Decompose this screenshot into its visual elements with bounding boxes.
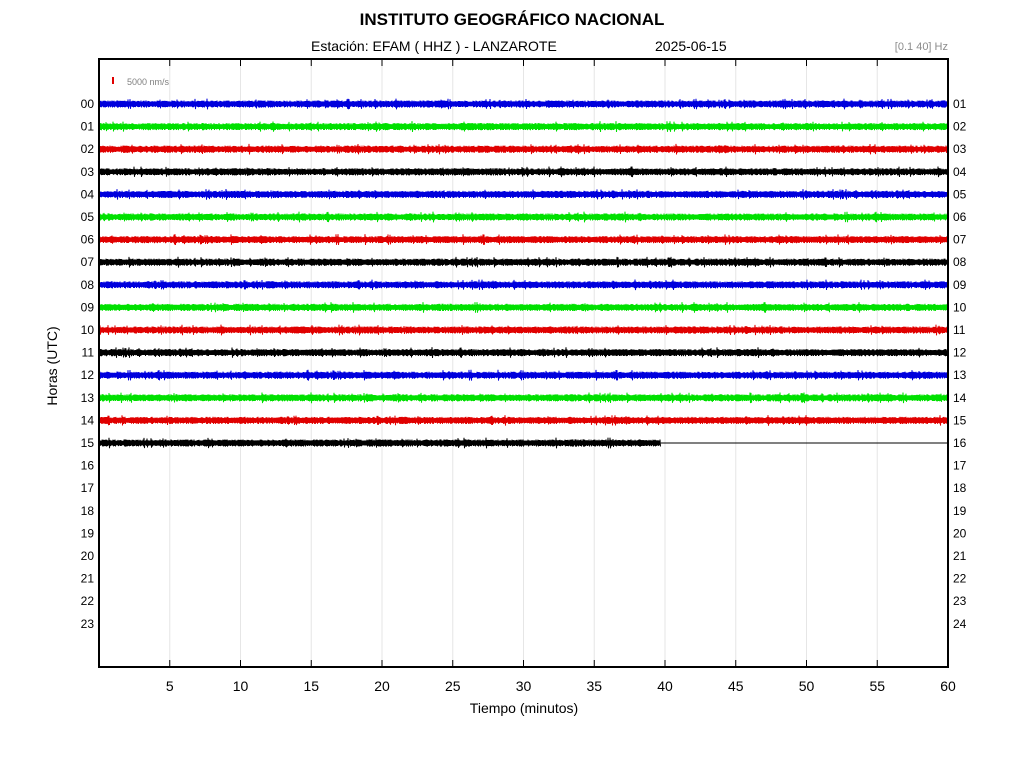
y-tick-label-right: 14 [953,391,967,405]
x-tick-label: 5 [166,678,174,694]
trace-hour-10 [98,324,949,336]
x-tick-label: 15 [303,678,319,694]
scale-label: 5000 nm/s [127,77,170,87]
trace-hour-03 [98,166,949,178]
y-tick-label-right: 01 [953,97,967,111]
y-tick-label-left: 09 [81,300,95,314]
y-tick-label-right: 12 [953,346,967,360]
y-tick-label-left: 19 [81,526,95,540]
trace-hour-05 [98,211,949,223]
y-tick-label-left: 10 [81,323,95,337]
trace-hour-08 [98,279,949,291]
x-tick-label: 20 [374,678,390,694]
y-tick-label-left: 17 [81,481,95,495]
y-tick-label-right: 08 [953,255,967,269]
x-tick-label: 50 [799,678,815,694]
trace-hour-04 [98,188,949,200]
station-label: Estación: EFAM ( HHZ ) - LANZAROTE [311,38,557,54]
chart-title: INSTITUTO GEOGRÁFICO NACIONAL [359,10,665,29]
y-tick-label-left: 22 [81,594,95,608]
y-tick-label-left: 06 [81,233,95,247]
y-tick-label-left: 05 [81,210,95,224]
y-tick-label-left: 01 [81,120,95,134]
y-tick-label-left: 21 [81,572,95,586]
scale-bar [112,77,114,84]
y-tick-label-left: 11 [82,346,95,360]
y-tick-label-left: 20 [81,549,95,563]
x-tick-label: 25 [445,678,461,694]
date-label: 2025-06-15 [655,38,727,54]
trace-hour-12 [98,369,949,381]
trace-hour-01 [98,121,949,133]
y-tick-label-right: 06 [953,210,967,224]
trace-hour-09 [98,302,949,313]
trace-hour-15 [98,437,661,449]
y-axis-label: Horas (UTC) [44,326,60,406]
y-tick-label-right: 15 [953,413,967,427]
y-tick-label-left: 14 [81,413,95,427]
y-tick-label-right: 02 [953,120,967,134]
y-tick-label-left: 08 [81,278,95,292]
y-tick-label-left: 16 [81,459,95,473]
x-axis-label: Tiempo (minutos) [469,700,579,716]
x-tick-label: 45 [728,678,744,694]
y-tick-label-left: 04 [81,187,95,201]
y-tick-label-right: 17 [953,459,967,473]
trace-hour-06 [98,234,949,246]
y-tick-label-left: 02 [81,142,95,156]
x-tick-label: 40 [657,678,673,694]
y-tick-label-right: 23 [953,594,967,608]
y-tick-label-left: 07 [81,255,95,269]
y-tick-label-left: 18 [81,504,95,518]
y-tick-label-left: 15 [81,436,95,450]
y-tick-label-right: 21 [953,549,967,563]
x-tick-label: 10 [233,678,249,694]
y-tick-label-right: 11 [953,323,966,337]
y-tick-label-right: 10 [953,300,967,314]
y-tick-label-left: 00 [81,97,95,111]
trace-hour-02 [98,143,949,155]
y-tick-label-right: 07 [953,233,967,247]
y-tick-label-right: 19 [953,504,967,518]
trace-hour-00 [98,98,949,110]
y-tick-label-right: 20 [953,526,967,540]
x-tick-label: 60 [940,678,956,694]
trace-hour-14 [98,415,949,426]
y-tick-label-right: 18 [953,481,967,495]
y-tick-label-left: 03 [81,165,95,179]
y-tick-label-right: 09 [953,278,967,292]
y-tick-label-left: 13 [81,391,95,405]
trace-hour-11 [98,347,949,359]
filter-band-label: [0.1 40] Hz [894,41,948,53]
x-tick-label: 35 [586,678,602,694]
y-tick-label-right: 22 [953,572,967,586]
y-tick-label-right: 24 [953,617,967,631]
plot-frame [98,58,949,668]
y-tick-label-right: 16 [953,436,967,450]
y-tick-label-right: 13 [953,368,967,382]
y-tick-label-right: 04 [953,165,967,179]
y-tick-label-right: 05 [953,187,967,201]
chart-subtitle: Estación: EFAM ( HHZ ) - LANZAROTE 2025-… [0,38,1024,56]
y-tick-label-left: 12 [81,368,95,382]
trace-hour-07 [98,256,949,268]
y-tick-label-left: 23 [81,617,95,631]
x-tick-label: 30 [516,678,532,694]
x-tick-label: 55 [869,678,885,694]
y-tick-label-right: 03 [953,142,967,156]
trace-hour-13 [98,392,949,404]
